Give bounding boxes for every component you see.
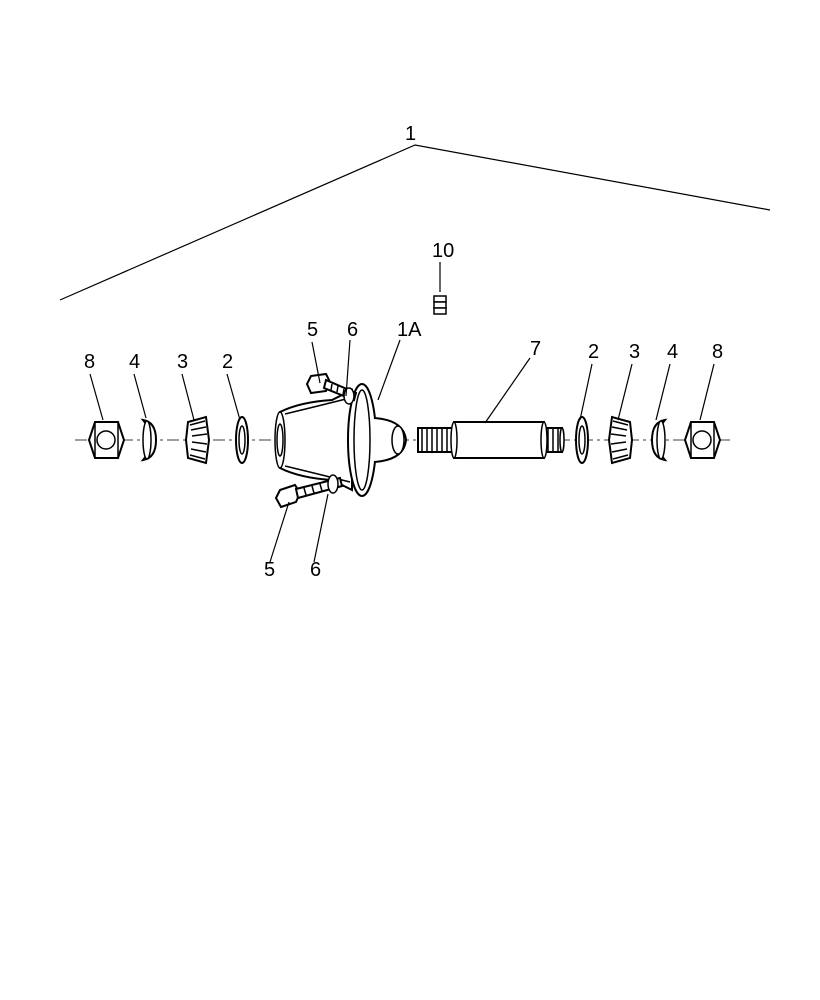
seal-2-left — [236, 417, 248, 463]
spindle-7 — [418, 422, 564, 458]
bearing-3-right — [609, 417, 632, 463]
seal-2-right — [576, 417, 588, 463]
washer-4-left — [143, 420, 156, 460]
label-3R: 3 — [629, 341, 640, 363]
label-5b: 5 — [264, 559, 275, 581]
label-5a: 5 — [307, 319, 318, 341]
label-3L: 3 — [177, 351, 188, 373]
label-1: 1 — [405, 123, 416, 145]
label-8R: 8 — [712, 341, 723, 363]
label-2L: 2 — [222, 351, 233, 373]
leader-lines — [90, 262, 714, 562]
label-4R: 4 — [667, 341, 678, 363]
washer-6-bottom — [328, 475, 338, 493]
label-10: 10 — [432, 240, 454, 262]
bearing-3-left — [186, 417, 209, 463]
label-8L: 8 — [84, 351, 95, 373]
label-7: 7 — [530, 338, 541, 360]
label-6b: 6 — [310, 559, 321, 581]
callout-labels: 1 10 5 6 1A 7 8 4 3 2 2 3 4 8 5 6 — [84, 123, 723, 581]
label-2R: 2 — [588, 341, 599, 363]
label-4L: 4 — [129, 351, 140, 373]
washer-4-right — [652, 420, 665, 460]
grease-fitting-10 — [434, 296, 446, 314]
nut-8-right — [685, 422, 720, 458]
washer-6-top — [344, 388, 354, 404]
assembly-diagram: 1 10 5 6 1A 7 8 4 3 2 2 3 4 8 5 6 — [0, 0, 820, 1000]
nut-8-left — [89, 422, 124, 458]
label-1A: 1A — [397, 319, 422, 341]
bracket-1 — [60, 145, 770, 300]
label-6a: 6 — [347, 319, 358, 341]
